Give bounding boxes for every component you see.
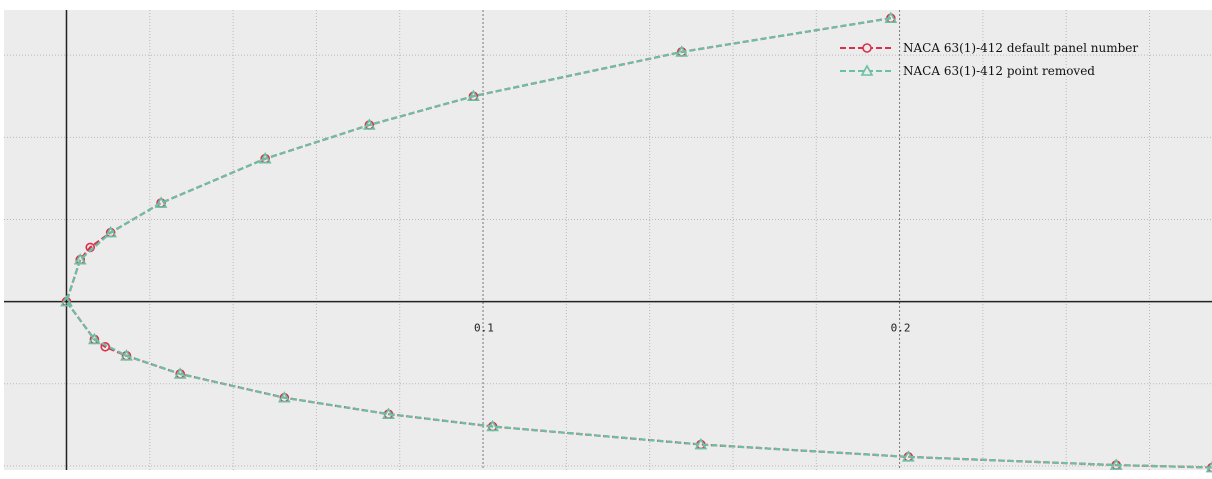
data-point-triangle: [486, 419, 499, 432]
legend-label: NACA 63(1)-412 point removed: [903, 64, 1095, 78]
data-point-triangle: [154, 196, 168, 208]
data-point-triangle: [88, 332, 101, 345]
legend-marker-triangle: [860, 64, 874, 76]
x-tick-label: 0.1: [474, 322, 494, 335]
legend-entry: NACA 63(1)-412 point removed: [840, 64, 1095, 78]
plot-area: [4, 10, 1212, 470]
data-point-triangle: [60, 294, 73, 307]
data-point-triangle: [675, 45, 689, 57]
x-tick-label: 0.2: [891, 322, 911, 335]
tick-labels: 0.1 0.2: [474, 322, 910, 335]
series-point-removed: [60, 11, 1212, 473]
legend: NACA 63(1)-412 default panel number NACA …: [840, 41, 1138, 78]
data-point-triangle: [277, 391, 291, 403]
data-point-triangle: [73, 253, 87, 265]
legend-marker-circle: [862, 43, 872, 53]
legend-label: NACA 63(1)-412 default panel number: [903, 41, 1138, 55]
data-point-triangle: [694, 437, 708, 450]
data-point-triangle: [104, 225, 117, 238]
data-point-triangle: [173, 367, 187, 379]
series-line: [65, 17, 1212, 469]
data-point-triangle: [1109, 458, 1123, 470]
data-point-triangle: [884, 11, 898, 24]
axes: [4, 10, 1212, 470]
grid: [4, 10, 1212, 470]
data-point-triangle: [1205, 460, 1212, 473]
data-point-triangle: [258, 152, 272, 164]
data-point-triangle: [362, 118, 376, 130]
data-point-triangle: [382, 407, 395, 419]
data-point-triangle: [120, 349, 133, 361]
data-point-circle: [100, 341, 111, 352]
series-group: [60, 11, 1212, 473]
legend-entry: NACA 63(1)-412 default panel number: [840, 41, 1138, 55]
data-point-triangle: [901, 450, 915, 462]
data-point-triangle: [467, 89, 480, 102]
